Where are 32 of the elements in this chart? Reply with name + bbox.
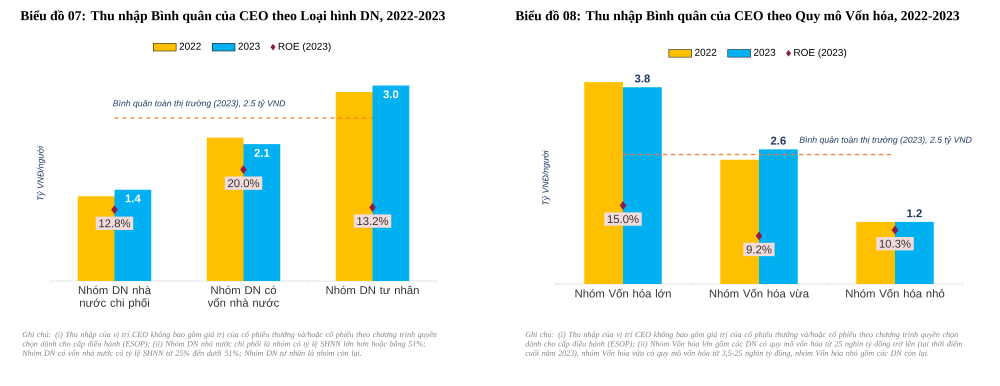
data-label: 2.1 — [254, 148, 270, 157]
data-label: 1.4 — [126, 194, 141, 202]
legend-label: 2022 — [180, 42, 201, 50]
data-label: 12.8% — [99, 219, 130, 228]
data-label: 15.0% — [608, 215, 639, 224]
data-label: 3.8 — [634, 74, 650, 83]
x-tick-label: Nhóm Vốn hóa nhỏ — [846, 288, 944, 298]
y-axis-title: Tỷ VNĐ/người — [36, 146, 46, 200]
chart-title: Biểu đồ 08: Thu nhập Bình quân của CEO theo Quy mô Vốn hóa, 2022-2023 — [516, 10, 960, 24]
legend-label: ROE (2023) — [794, 48, 846, 58]
text: Ghi chú: (i) Thu nhập của vị trí CEO không bao gồm giá trị của cổ phiếu thưởng và/hoặc cổ phiếu theo chương trình quyền chọn dành cho cấp điều hành (ESOP); (ii) Nhóm Vốn hóa lớn gồm các DN có quy mô vốn hóa từ 25 nghìn tỷ đồng trở lên (tại thời điểm cuối năm 2023), nhóm Vốn hóa vừa có quy mô vốn hóa từ 3,5-25 nghìn tỷ đồng, nhóm Vốn hóa nhỏ gồm các DN còn lại. — [526, 331, 962, 358]
x-tick-label: Nhóm Vốn hóa lớn — [575, 288, 671, 298]
legend-label: ROE (2023) — [278, 42, 331, 52]
y-axis-title: Tỷ VNĐ/người — [542, 150, 550, 205]
data-label: 3.0 — [383, 90, 398, 98]
x-tick-label: Nhóm Vốn hóa vừa — [710, 288, 810, 298]
ref-line-label: Bình quân toàn thị trường (2023), 2.5 tỷ VND — [113, 100, 286, 108]
legend-label: 2023 — [238, 42, 260, 50]
chart-title: Biểu đồ 07: Thu nhập Bình quân của CEO theo Loại hình DN, 2022-2023 — [20, 10, 445, 24]
legend-label: 2022 — [695, 48, 716, 56]
x-tick-label: Nhóm DN có vốn nhà nước — [208, 286, 280, 307]
data-label: 13.2% — [357, 217, 388, 226]
legend-label: 2023 — [754, 48, 776, 56]
data-label: 2.6 — [770, 136, 786, 145]
data-label: 9.2% — [746, 245, 772, 254]
text: Ghi chú: (i) Thu nhập của vị trí CEO không bao gồm giá trị của cổ phiếu thưởng và/hoặc cổ phiếu theo chương trình quyền chọn dành cho cấp điều hành (ESOP); (ii) Nhóm DN nhà nước chi phối là nhóm có tỷ lệ SHNN lớn hơn hoặc bằng 51%; Nhóm DN có vốn nhà nước có tỷ lệ SHNN từ 25% đến dưới 51%; Nhóm DN tư nhân là nhóm còn lại. — [22, 331, 436, 358]
data-label: 10.3% — [880, 240, 911, 248]
x-tick-label: Nhóm DN nhà nước chi phối — [78, 286, 152, 310]
data-label: 20.0% — [228, 179, 260, 188]
x-tick-label: Nhóm DN tư nhân — [326, 286, 419, 294]
ref-line-label: Bình quân toàn thị trường (2023), 2.5 tỷ VND — [800, 136, 972, 145]
data-label: 1.2 — [907, 209, 922, 218]
